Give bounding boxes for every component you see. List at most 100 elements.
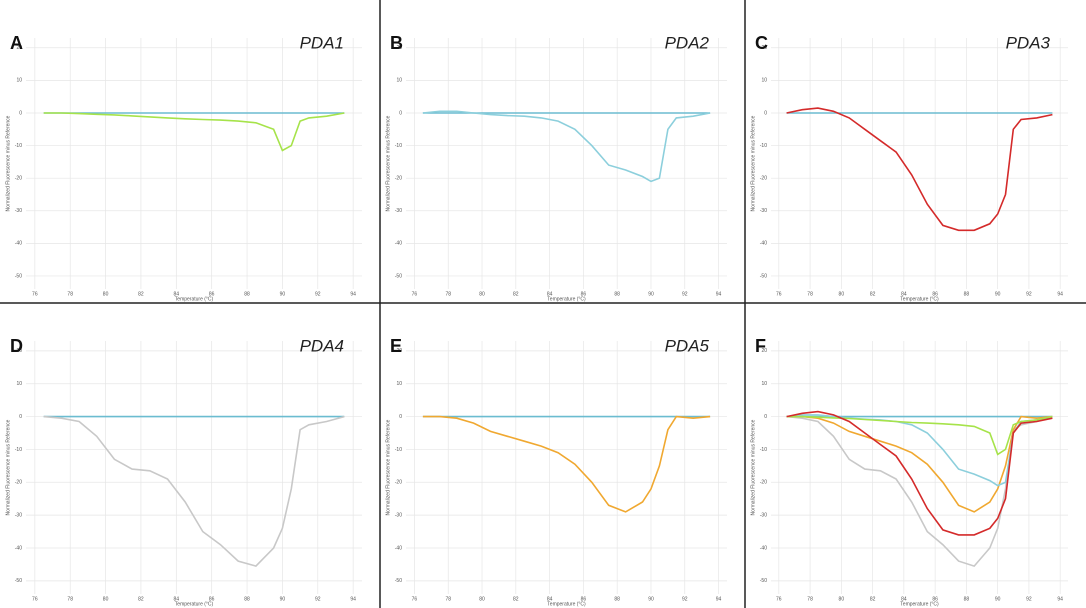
panel-title: PDA3 (1006, 33, 1051, 52)
x-tick-label: 82 (138, 291, 144, 297)
panel-title: PDA2 (665, 33, 710, 52)
x-tick-label: 78 (445, 291, 451, 297)
y-tick-label: 0 (764, 110, 767, 116)
y-tick-label: 10 (396, 78, 402, 84)
y-tick-label: -20 (760, 175, 767, 181)
y-tick-label: -30 (760, 208, 767, 214)
y-tick-label: 0 (19, 110, 22, 116)
y-axis-label: Normalized Fluorescence minus Reference (750, 419, 756, 515)
x-tick-label: 76 (776, 291, 782, 297)
x-tick-label: 92 (1026, 291, 1032, 297)
background (0, 0, 1086, 608)
x-tick-label: 80 (839, 291, 845, 297)
y-tick-label: -20 (395, 175, 402, 181)
y-tick-label: 10 (761, 381, 767, 387)
y-tick-label: -20 (395, 480, 402, 486)
x-tick-label: 92 (682, 596, 688, 602)
x-tick-label: 76 (412, 596, 418, 602)
x-tick-label: 90 (995, 596, 1001, 602)
x-tick-label: 80 (479, 596, 485, 602)
x-tick-label: 90 (280, 596, 286, 602)
y-tick-label: 10 (16, 381, 22, 387)
x-tick-label: 82 (513, 291, 519, 297)
y-tick-label: -40 (395, 241, 402, 247)
x-tick-label: 88 (244, 291, 250, 297)
y-tick-label: 0 (764, 414, 767, 420)
y-tick-label: -40 (15, 545, 22, 551)
y-tick-label: -10 (760, 447, 767, 453)
x-axis-label: Temperature (°C) (900, 296, 939, 302)
y-tick-label: -20 (15, 480, 22, 486)
panel-letter: A (10, 33, 23, 53)
x-tick-label: 78 (445, 596, 451, 602)
y-tick-label: -10 (15, 447, 22, 453)
x-tick-label: 80 (839, 596, 845, 602)
y-tick-label: -20 (15, 175, 22, 181)
x-tick-label: 94 (716, 596, 722, 602)
y-tick-label: -10 (395, 143, 402, 149)
x-tick-label: 82 (870, 596, 876, 602)
y-tick-label: -50 (760, 273, 767, 279)
x-tick-label: 90 (280, 291, 286, 297)
y-tick-label: -10 (395, 447, 402, 453)
y-tick-label: -10 (760, 143, 767, 149)
panel-letter: B (390, 33, 403, 53)
x-tick-label: 90 (648, 291, 654, 297)
x-tick-label: 88 (244, 596, 250, 602)
x-tick-label: 80 (103, 291, 109, 297)
y-tick-label: 0 (399, 414, 402, 420)
x-tick-label: 90 (995, 291, 1001, 297)
y-tick-label: -50 (395, 578, 402, 584)
y-axis-label: Normalized Fluorescence minus Reference (750, 115, 756, 211)
y-tick-label: -30 (395, 208, 402, 214)
y-tick-label: -40 (760, 241, 767, 247)
y-tick-label: -10 (15, 143, 22, 149)
x-tick-label: 88 (964, 291, 970, 297)
y-tick-label: 0 (399, 110, 402, 116)
y-tick-label: -30 (15, 512, 22, 518)
y-tick-label: 10 (396, 381, 402, 387)
y-tick-label: -50 (15, 273, 22, 279)
y-axis-label: Normalized Fluorescence minus Reference (5, 419, 11, 515)
x-tick-label: 78 (807, 596, 813, 602)
x-axis-label: Temperature (°C) (175, 296, 214, 302)
y-axis-label: Normalized Fluorescence minus Reference (385, 115, 391, 211)
panel-letter: C (755, 33, 768, 53)
x-tick-label: 78 (67, 291, 73, 297)
x-tick-label: 88 (964, 596, 970, 602)
x-axis-label: Temperature (°C) (547, 601, 586, 607)
y-tick-label: -30 (15, 208, 22, 214)
y-axis-label: Normalized Fluorescence minus Reference (385, 419, 391, 515)
x-axis-label: Temperature (°C) (547, 296, 586, 302)
panel-letter: D (10, 336, 23, 356)
y-tick-label: -30 (395, 512, 402, 518)
x-tick-label: 94 (350, 291, 356, 297)
y-tick-label: -50 (760, 578, 767, 584)
x-tick-label: 76 (32, 291, 38, 297)
x-tick-label: 76 (412, 291, 418, 297)
x-tick-label: 92 (1026, 596, 1032, 602)
y-tick-label: 0 (19, 414, 22, 420)
x-tick-label: 94 (350, 596, 356, 602)
y-tick-label: 10 (761, 78, 767, 84)
x-tick-label: 94 (1057, 596, 1063, 602)
x-tick-label: 80 (103, 596, 109, 602)
x-tick-label: 94 (716, 291, 722, 297)
panel-title: PDA5 (665, 336, 710, 355)
x-tick-label: 82 (513, 596, 519, 602)
x-tick-label: 92 (315, 596, 321, 602)
x-tick-label: 88 (614, 596, 620, 602)
x-tick-label: 92 (315, 291, 321, 297)
y-tick-label: -50 (395, 273, 402, 279)
x-tick-label: 94 (1057, 291, 1063, 297)
panel-title: PDA4 (300, 336, 344, 355)
panel-letter: F (755, 336, 766, 356)
y-tick-label: -40 (395, 545, 402, 551)
y-tick-label: -40 (760, 545, 767, 551)
x-tick-label: 78 (67, 596, 73, 602)
y-axis-label: Normalized Fluorescence minus Reference (5, 115, 11, 211)
y-tick-label: -20 (760, 480, 767, 486)
y-tick-label: -40 (15, 241, 22, 247)
panel-title: PDA1 (300, 33, 344, 52)
x-tick-label: 76 (776, 596, 782, 602)
